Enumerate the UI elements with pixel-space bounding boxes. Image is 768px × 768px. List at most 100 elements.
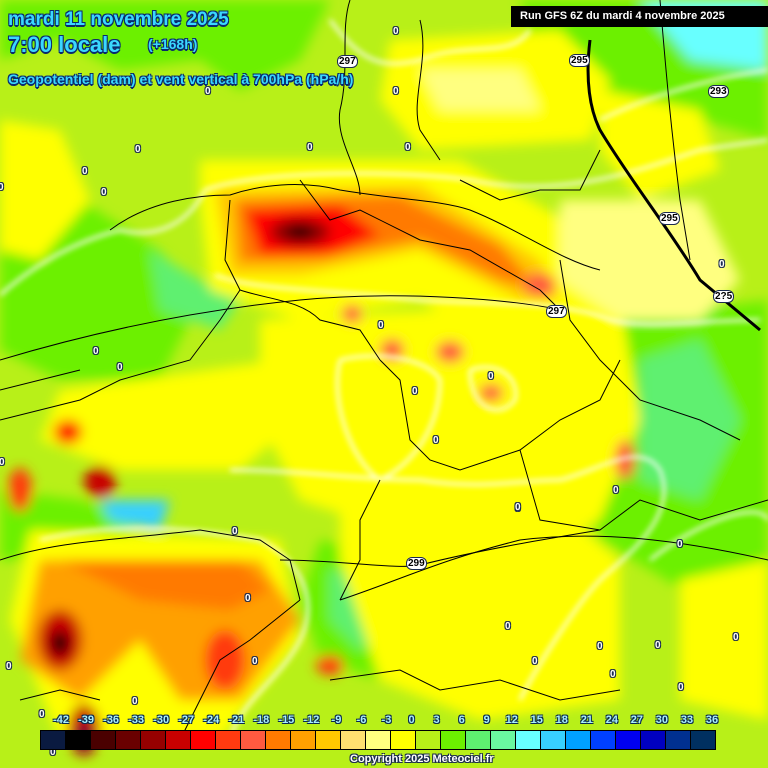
geopotential-label: 299 [407, 558, 426, 569]
colorbar-swatch [691, 731, 715, 749]
geopotential-label: 293 [709, 86, 728, 97]
zero-contour-label: 0 [597, 641, 603, 652]
colorbar-swatch [391, 731, 416, 749]
colorbar-tick-label: 6 [458, 714, 465, 726]
colorbar-tick-label: 3 [433, 714, 440, 726]
zero-contour-label: 0 [101, 187, 107, 198]
colorbar-swatch [666, 731, 691, 749]
copyright: Copyright 2025 Meteociel.fr [350, 753, 494, 765]
geopotential-label: 295 [570, 55, 589, 66]
colorbar-tick-label: 30 [655, 714, 669, 726]
colorbar-swatch [366, 731, 391, 749]
zero-contour-label: 0 [433, 435, 439, 446]
colorbar-tick-label: -18 [253, 714, 270, 726]
colorbar-tick-label: 33 [680, 714, 694, 726]
colorbar-legend [40, 730, 716, 750]
zero-contour-label: 0 [393, 26, 399, 37]
zero-contour-label: 0 [6, 661, 12, 672]
colorbar-tick-label: -24 [203, 714, 220, 726]
zero-contour-label: 0 [39, 709, 45, 720]
zero-contour-label: 0 [677, 539, 683, 550]
geopotential-label: 297 [547, 306, 566, 317]
colorbar-tick-label: 9 [483, 714, 490, 726]
colorbar-tick-label: -30 [153, 714, 170, 726]
model-run-banner: Run GFS 6Z du mardi 4 novembre 2025 [511, 6, 768, 27]
zero-contour-label: 0 [245, 593, 251, 604]
zero-contour-label: 0 [205, 86, 211, 97]
zero-contour-label: 0 [252, 656, 258, 667]
zero-contour-label: 0 [93, 346, 99, 357]
zero-contour-label: 0 [610, 669, 616, 680]
colorbar-tick-label: -3 [381, 714, 392, 726]
zero-contour-label: 0 [0, 182, 4, 193]
zero-contour-label: 0 [117, 362, 123, 373]
colorbar-tick-label: -33 [128, 714, 145, 726]
zero-contour-label: 0 [613, 485, 619, 496]
zero-contour-label: 0 [50, 747, 56, 758]
colorbar-tick-label: 27 [630, 714, 643, 726]
colorbar-tick-label: -6 [356, 714, 367, 726]
forecast-time: 7:00 locale [8, 32, 121, 57]
colorbar-tick-label: 24 [605, 714, 618, 726]
colorbar-swatch [316, 731, 341, 749]
geopotential-label: 297 [338, 56, 357, 67]
zero-contour-label: 0 [678, 682, 684, 693]
colorbar-tick-label: -36 [103, 714, 120, 726]
colorbar-tick-label: -39 [78, 714, 95, 726]
colorbar-swatch [441, 731, 466, 749]
colorbar-swatch [416, 731, 441, 749]
colorbar-tick-label: 36 [705, 714, 719, 726]
zero-contour-label: 0 [532, 656, 538, 667]
colorbar-tick-label: -15 [278, 714, 295, 726]
geopotential-isolines [586, 39, 761, 332]
colorbar-swatch [516, 731, 541, 749]
zero-contour-label: 0 [232, 526, 238, 537]
geopotential-label: 295 [660, 213, 679, 224]
zero-contour-label: 0 [135, 144, 141, 155]
zero-contour-label: 0 [393, 86, 399, 97]
geopotential-label: 2?5 [714, 291, 734, 302]
zero-contour-label: 0 [733, 632, 739, 643]
colorbar-tick-label: 18 [555, 714, 568, 726]
zero-contour-label: 0 [307, 142, 313, 153]
zero-contour-label: 0 [515, 502, 521, 513]
colorbar-tick-label: -27 [178, 714, 195, 726]
colorbar-swatch [266, 731, 291, 749]
zero-contour-label: 0 [412, 386, 418, 397]
colorbar-tick-label: 15 [530, 714, 543, 726]
colorbar-swatch [66, 731, 91, 749]
colorbar-swatch [591, 731, 616, 749]
colorbar-swatch [491, 731, 516, 749]
zero-contour-label: 0 [515, 503, 521, 514]
colorbar-swatch [566, 731, 591, 749]
zero-contour-label: 0 [132, 696, 138, 707]
forecast-date: mardi 11 novembre 2025 [8, 9, 229, 30]
forecast-lead-time: (+168h) [148, 36, 198, 52]
colorbar-tick-label: 21 [580, 714, 593, 726]
colorbar-swatch [116, 731, 141, 749]
zero-contour-label: 0 [0, 457, 5, 468]
colorbar-swatch [641, 731, 666, 749]
zero-contour-label: 0 [82, 166, 88, 177]
colorbar-tick-label: -42 [53, 714, 69, 726]
colorbar-swatch [616, 731, 641, 749]
colorbar-swatch [241, 731, 266, 749]
parameter-title: Geopotentiel (dam) et vent vertical à 70… [8, 71, 354, 87]
colorbar-tick-label: 0 [408, 714, 415, 726]
colorbar-tick-label: -9 [331, 714, 342, 726]
colorbar-swatch [191, 731, 216, 749]
zero-contour-label: 0 [719, 259, 725, 270]
zero-contour-label: 0 [378, 320, 384, 331]
zero-contour-label: 0 [505, 621, 511, 632]
zero-contour-label: 0 [405, 142, 411, 153]
colorbar-swatch [466, 731, 491, 749]
zero-contour-label: 0 [488, 371, 494, 382]
borders [0, 0, 768, 741]
zero-contour-label: 0 [655, 640, 661, 651]
colorbar-swatch [41, 731, 66, 749]
colorbar-swatch [291, 731, 316, 749]
colorbar-swatch [541, 731, 566, 749]
colorbar-swatch [216, 731, 241, 749]
